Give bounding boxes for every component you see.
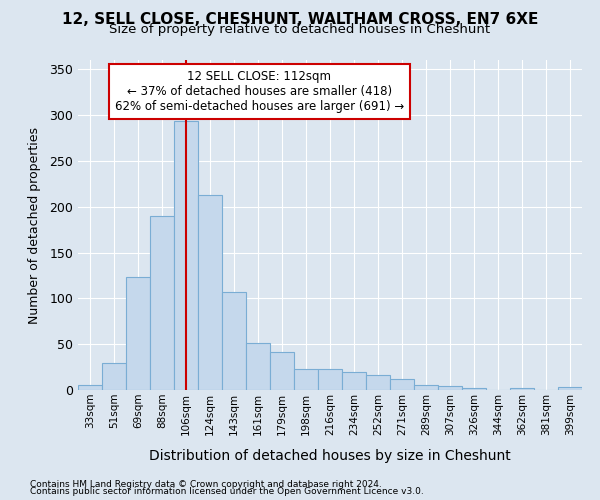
Y-axis label: Number of detached properties: Number of detached properties — [28, 126, 41, 324]
Bar — [222, 292, 246, 390]
Text: Contains public sector information licensed under the Open Government Licence v3: Contains public sector information licen… — [30, 487, 424, 496]
Bar — [294, 369, 318, 390]
Bar — [246, 343, 270, 390]
Bar — [462, 388, 486, 390]
Bar — [438, 386, 462, 390]
Text: 12 SELL CLOSE: 112sqm
← 37% of detached houses are smaller (418)
62% of semi-det: 12 SELL CLOSE: 112sqm ← 37% of detached … — [115, 70, 404, 113]
Bar — [270, 352, 294, 390]
X-axis label: Distribution of detached houses by size in Cheshunt: Distribution of detached houses by size … — [149, 449, 511, 463]
Bar — [510, 388, 534, 390]
Bar — [102, 364, 126, 390]
Bar — [174, 122, 198, 390]
Bar — [126, 277, 150, 390]
Bar — [366, 376, 390, 390]
Text: Contains HM Land Registry data © Crown copyright and database right 2024.: Contains HM Land Registry data © Crown c… — [30, 480, 382, 489]
Bar — [390, 379, 414, 390]
Bar — [78, 386, 102, 390]
Bar — [150, 216, 174, 390]
Text: Size of property relative to detached houses in Cheshunt: Size of property relative to detached ho… — [109, 22, 491, 36]
Bar — [318, 369, 342, 390]
Bar — [414, 384, 438, 390]
Bar — [198, 194, 222, 390]
Bar — [342, 372, 366, 390]
Bar — [558, 387, 582, 390]
Text: 12, SELL CLOSE, CHESHUNT, WALTHAM CROSS, EN7 6XE: 12, SELL CLOSE, CHESHUNT, WALTHAM CROSS,… — [62, 12, 538, 28]
